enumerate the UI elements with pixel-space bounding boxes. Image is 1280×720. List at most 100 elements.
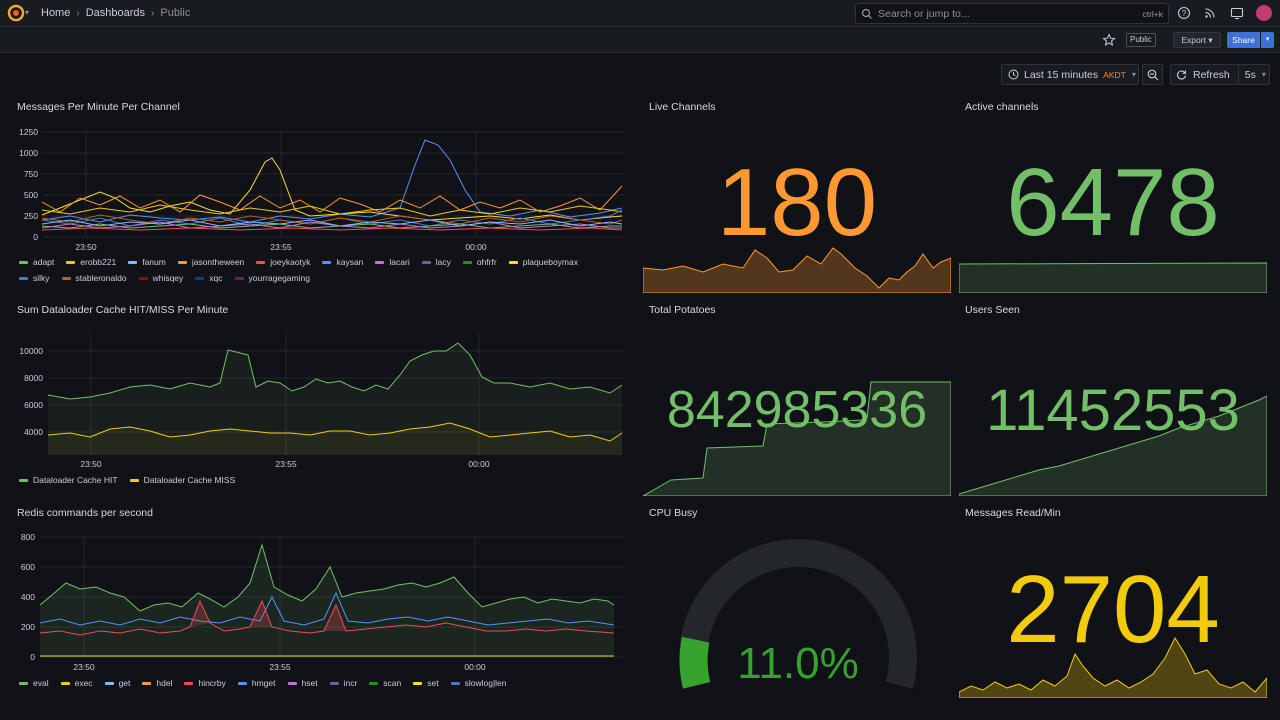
legend-swatch: [508, 260, 518, 264]
cpu-busy-gauge: [679, 539, 917, 689]
legend-item[interactable]: plaqueboymax: [508, 257, 578, 267]
legend-swatch: [287, 681, 297, 685]
legend-swatch: [19, 681, 28, 685]
legend-item[interactable]: get: [104, 678, 130, 688]
legend-item[interactable]: hdel: [142, 678, 172, 688]
user-avatar[interactable]: [1256, 5, 1272, 21]
legend-swatch: [19, 260, 28, 264]
legend-swatch: [462, 260, 472, 264]
breadcrumb-home[interactable]: Home: [41, 7, 71, 19]
chart-legend: eval exec get hdel hincrby hmget hset in…: [19, 678, 619, 688]
search-input[interactable]: Search or jump to... ctrl+k: [855, 3, 1169, 24]
series-line-joeykaotyk: [41, 227, 623, 231]
grafana-logo-icon[interactable]: [7, 4, 25, 22]
star-icon[interactable]: [1102, 33, 1116, 47]
legend-label: hdel: [156, 678, 173, 688]
legend-swatch: [375, 260, 385, 264]
redis-chart[interactable]: 800 600 400 200 0 23:50 23:55 00:00: [10, 527, 630, 677]
timezone-label: AKDT: [1103, 69, 1126, 80]
legend-item[interactable]: slowlog|len: [450, 678, 507, 688]
legend-item[interactable]: kaysan: [322, 257, 363, 267]
legend-item[interactable]: scan: [369, 678, 401, 688]
legend-item[interactable]: hset: [287, 678, 318, 688]
series-area-miss: [48, 423, 622, 455]
legend-item[interactable]: erobb221: [66, 257, 116, 267]
news-feed-icon[interactable]: [1203, 6, 1217, 20]
legend-item[interactable]: xqc: [195, 273, 223, 283]
y-tick-label: 8000: [24, 373, 43, 383]
users-seen-value: 11452553: [986, 378, 1240, 443]
legend-label: Dataloader Cache MISS: [143, 475, 236, 485]
export-button[interactable]: Export ▾: [1173, 32, 1221, 48]
chevron-down-icon: ▾: [1265, 36, 1270, 43]
export-label: Export: [1181, 35, 1206, 45]
legend-swatch: [142, 681, 152, 685]
legend-item[interactable]: Dataloader Cache MISS: [129, 475, 236, 485]
panel-title-redis[interactable]: Redis commands per second: [17, 507, 153, 519]
chevron-down-icon: ▾: [1261, 70, 1266, 79]
legend-item[interactable]: silky: [19, 273, 50, 283]
x-tick-label: 23:55: [269, 662, 291, 672]
refresh-interval[interactable]: 5s: [1244, 68, 1256, 81]
panel-title-users-seen[interactable]: Users Seen: [965, 304, 1020, 316]
legend-item[interactable]: stableronaldo: [61, 273, 127, 283]
series-lines: [41, 139, 623, 231]
legend-item[interactable]: eval: [19, 678, 49, 688]
chart-legend: Dataloader Cache HIT Dataloader Cache MI…: [19, 475, 619, 485]
legend-item[interactable]: hincrby: [184, 678, 226, 688]
series-line-stableronaldo: [41, 214, 623, 225]
breadcrumb-dashboards[interactable]: Dashboards: [85, 7, 146, 19]
refresh-button[interactable]: Refresh 5s ▾: [1170, 64, 1270, 85]
dataloader-chart[interactable]: 10000 8000 6000 4000 23:50 23:55 00:00: [10, 325, 630, 475]
chevron-down-icon[interactable]: ▾: [25, 8, 30, 17]
help-icon[interactable]: ?: [1177, 6, 1191, 20]
time-range-picker[interactable]: Last 15 minutes AKDT ▾: [1001, 64, 1139, 85]
legend-item[interactable]: exec: [60, 678, 93, 688]
y-tick-label: 6000: [24, 400, 43, 410]
legend-label: yourragegaming: [248, 273, 310, 283]
chart-gridlines: [42, 131, 624, 238]
panel-title-active-channels[interactable]: Active channels: [965, 101, 1039, 113]
y-tick-label: 800: [21, 532, 35, 542]
kiosk-mode-icon[interactable]: [1230, 6, 1244, 20]
legend-label: whisqey: [152, 273, 184, 283]
legend-item[interactable]: lacy: [421, 257, 451, 267]
x-tick-label: 00:00: [468, 459, 490, 469]
chart-gridlines: [48, 333, 624, 455]
zoom-out-button[interactable]: [1142, 64, 1163, 85]
total-potatoes-value: 842985336: [666, 381, 928, 439]
legend-item[interactable]: yourragegaming: [234, 273, 310, 283]
legend-item[interactable]: incr: [329, 678, 357, 688]
legend-swatch: [60, 681, 70, 685]
panel-title-live-channels[interactable]: Live Channels: [649, 101, 716, 113]
panel-title-messages-per-minute[interactable]: Messages Per Minute Per Channel: [17, 101, 180, 113]
messages-per-minute-chart[interactable]: 1250 1000 750 500 250 0 23:50 23:55 00:0…: [10, 120, 630, 255]
legend-item[interactable]: set: [413, 678, 439, 688]
breadcrumb-current: Public: [160, 7, 191, 19]
legend-item[interactable]: Dataloader Cache HIT: [19, 475, 118, 485]
panel-title-messages-read[interactable]: Messages Read/Min: [965, 507, 1061, 519]
legend-item[interactable]: joeykaotyk: [256, 257, 310, 267]
legend-item[interactable]: adapt: [19, 257, 54, 267]
x-axis-ticks: 23:50 23:55 00:00: [80, 459, 490, 469]
panel-title-cpu-busy[interactable]: CPU Busy: [649, 507, 698, 519]
legend-item[interactable]: hmget: [237, 678, 276, 688]
series-line-jasontheween: [41, 185, 623, 213]
legend-label: set: [427, 678, 439, 688]
legend-item[interactable]: whisqey: [138, 273, 184, 283]
legend-label: slowlog|len: [464, 678, 507, 688]
share-button[interactable]: Share: [1227, 32, 1260, 48]
panel-title-dataloader[interactable]: Sum Dataloader Cache HIT/MISS Per Minute: [17, 304, 229, 316]
legend-item[interactable]: fanum: [128, 257, 166, 267]
live-channels-sparkline: [643, 247, 951, 293]
legend-item[interactable]: lacari: [375, 257, 410, 267]
clock-icon: [1008, 69, 1019, 80]
series-line-eval: [39, 543, 615, 612]
legend-item[interactable]: ohfrfr: [462, 257, 497, 267]
x-tick-label: 23:50: [73, 662, 95, 672]
legend-label: jasontheween: [191, 257, 245, 267]
panel-title-total-potatoes[interactable]: Total Potatoes: [649, 304, 716, 316]
share-dropdown-button[interactable]: ▾: [1261, 32, 1274, 48]
legend-item[interactable]: jasontheween: [177, 257, 245, 267]
legend-label: eval: [33, 678, 49, 688]
